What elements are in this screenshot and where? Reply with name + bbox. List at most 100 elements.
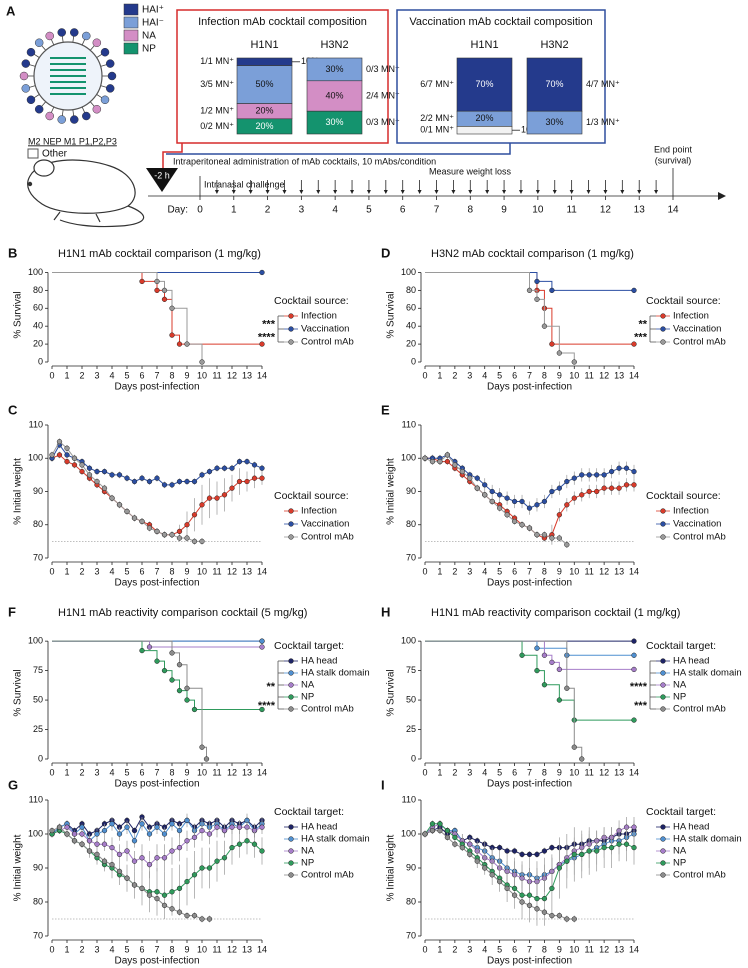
weight-marker	[459, 844, 465, 851]
legend-marker	[660, 706, 666, 712]
weight-marker	[191, 912, 198, 919]
y-tick-label: 70	[33, 930, 43, 940]
weight-marker	[496, 492, 503, 498]
virus-spike-head	[92, 38, 102, 47]
survival-marker	[161, 287, 168, 294]
x-tick-label: 3	[467, 566, 472, 576]
weight-marker	[608, 468, 615, 475]
measure-arrowhead	[620, 190, 625, 194]
timeline-text: Day:	[167, 205, 188, 216]
other-label: Other	[42, 149, 68, 160]
x-tick-label: 10	[569, 944, 579, 954]
y-tick-label: 40	[33, 321, 43, 331]
measure-arrowhead	[299, 190, 304, 194]
virus-spike-head	[100, 47, 110, 57]
y-tick-label: 20	[406, 338, 416, 348]
weight-marker	[236, 824, 243, 830]
weight-marker	[623, 465, 630, 471]
weight-marker	[444, 827, 451, 834]
survival-marker	[139, 647, 145, 654]
weight-marker	[259, 465, 265, 471]
weight-marker	[184, 817, 190, 824]
x-tick-label: 14	[629, 566, 639, 576]
x-tick-label: 14	[257, 767, 267, 777]
mn-label: 3/5 MN⁺	[200, 79, 234, 89]
weight-marker	[71, 455, 78, 461]
x-tick-label: 6	[139, 370, 144, 380]
weight-marker	[161, 831, 168, 837]
weight-marker	[429, 458, 436, 465]
weight-marker	[579, 492, 585, 498]
x-tick-label: 10	[569, 566, 579, 576]
x-tick-label: 5	[124, 944, 129, 954]
legend-marker	[288, 848, 294, 854]
legend-marker	[660, 339, 666, 345]
weight-marker	[623, 482, 630, 488]
x-tick-label: 0	[422, 944, 427, 954]
survival-marker	[154, 287, 160, 294]
x-tick-label: 4	[482, 767, 487, 777]
legend-marker	[288, 872, 294, 878]
legend-label: NP	[142, 44, 156, 55]
segment-label: 30%	[325, 64, 343, 74]
x-tick-label: 12	[227, 767, 237, 777]
panel-letter: C	[8, 402, 18, 417]
legend-marker	[288, 694, 294, 700]
weight-marker	[229, 844, 235, 851]
virus-spike-head	[34, 105, 44, 114]
x-tick-label: 12	[227, 566, 237, 576]
weight-marker	[214, 858, 220, 864]
y-tick-label: 110	[29, 794, 43, 804]
x-tick-label: 9	[557, 370, 562, 380]
composition-segment	[526, 110, 583, 135]
weight-marker	[489, 498, 495, 505]
weight-marker	[116, 831, 123, 837]
legend-label: HA stalk domain	[301, 668, 370, 679]
x-tick-label: 0	[49, 767, 54, 777]
x-tick-label: 5	[124, 566, 129, 576]
weight-marker	[176, 478, 183, 485]
y-tick-label: 90	[33, 862, 43, 872]
legend-marker	[660, 313, 666, 319]
weight-marker	[191, 834, 198, 841]
survival-marker	[199, 744, 205, 750]
survival-curve	[425, 640, 634, 656]
weight-marker	[541, 498, 548, 505]
y-axis-title: % Survival	[13, 291, 24, 338]
x-tick-label: 4	[109, 566, 114, 576]
weight-marker	[229, 465, 235, 471]
x-tick-label: 3	[467, 370, 472, 380]
legend-title: Cocktail target:	[646, 640, 716, 652]
y-tick-label: 80	[406, 519, 416, 529]
stack-name: H1N1	[470, 39, 498, 51]
composition-segment	[306, 80, 363, 112]
y-tick-label: 0	[411, 753, 416, 763]
x-tick-label: 2	[79, 767, 84, 777]
panel-letter: E	[381, 402, 390, 417]
survival-marker	[534, 278, 540, 285]
y-tick-label: 25	[406, 724, 416, 734]
survival-marker	[176, 341, 183, 347]
survival-curve	[52, 640, 262, 648]
x-axis-title: Days post-infection	[487, 779, 572, 790]
virus-spike-head	[21, 84, 31, 93]
weight-marker	[176, 885, 183, 892]
weight-marker	[556, 512, 563, 518]
survival-marker	[259, 638, 265, 644]
legend-label: HA head	[673, 656, 709, 667]
weight-marker	[139, 885, 145, 892]
box-title: Vaccination mAb cocktail composition	[409, 16, 592, 28]
x-tick-label: 12	[599, 944, 609, 954]
weight-marker	[169, 848, 175, 854]
measure-arrowhead	[417, 190, 422, 194]
significance-label: ***	[262, 318, 276, 330]
weight-marker	[184, 535, 190, 541]
survival-marker	[534, 667, 540, 674]
measure-arrowhead	[552, 190, 557, 194]
virus-spike-head	[57, 28, 66, 37]
weight-marker	[199, 827, 205, 834]
timeline-text: Intranasal challenge	[204, 179, 285, 189]
x-tick-label: 9	[184, 944, 189, 954]
legend-label: NP	[301, 692, 314, 703]
survival-marker	[564, 685, 570, 691]
